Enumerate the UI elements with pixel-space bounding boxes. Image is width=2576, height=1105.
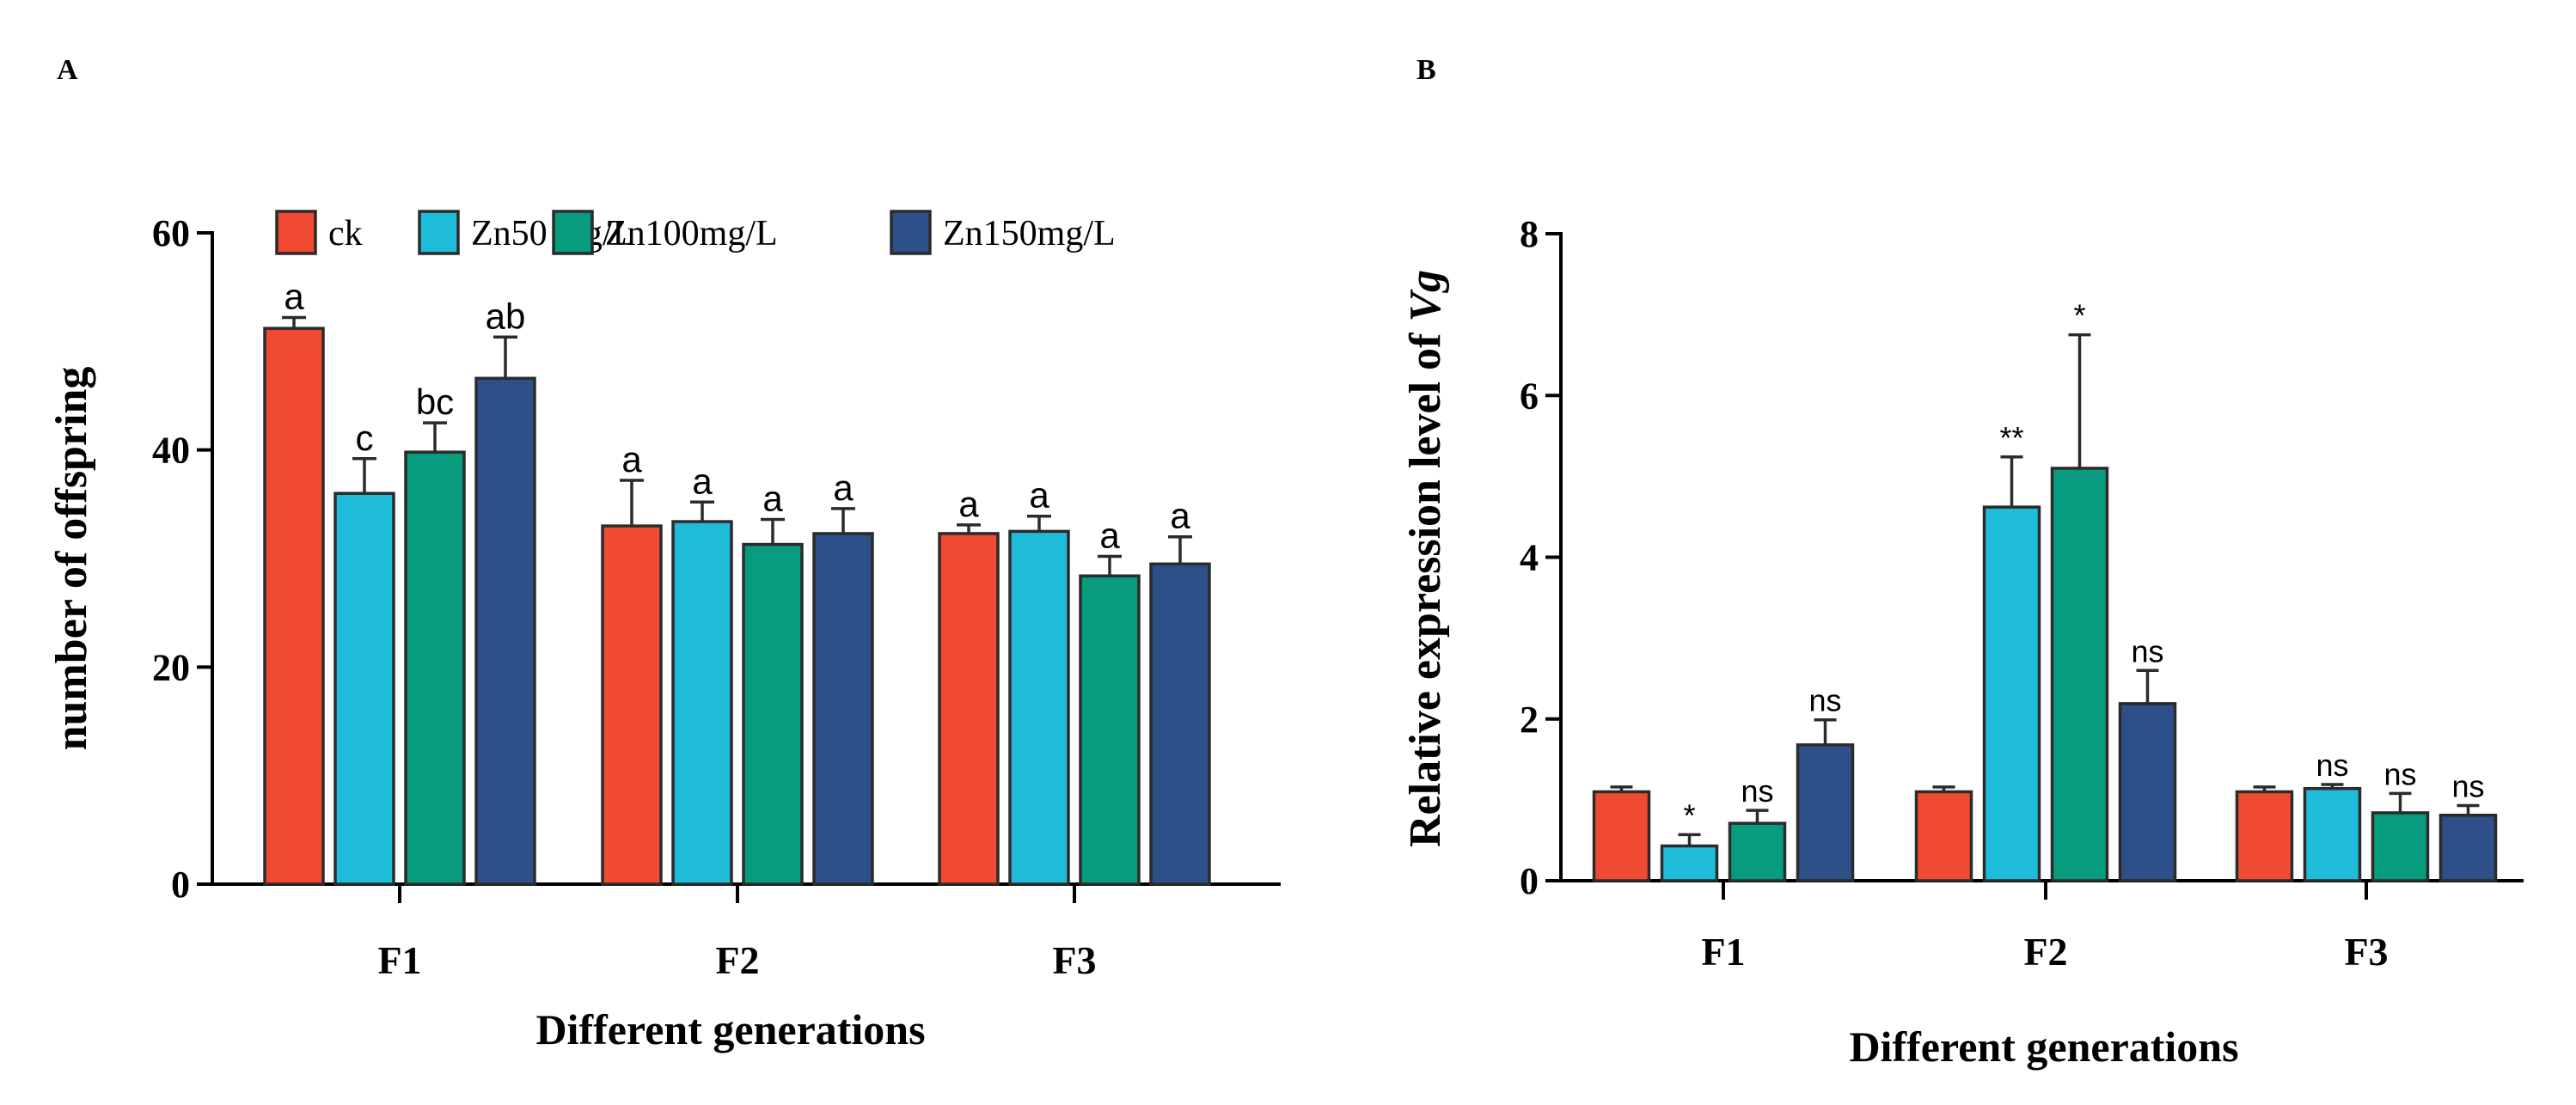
significance-label: a [284, 277, 304, 317]
bar [2371, 811, 2430, 882]
bar [2118, 702, 2177, 882]
legend-label: Zn100mg/L [605, 214, 778, 253]
significance-label: a [621, 439, 642, 479]
bar [2050, 467, 2109, 882]
significance-label: ns [2131, 633, 2163, 668]
y-tick-label: 6 [1520, 375, 1539, 417]
bar [404, 450, 466, 886]
y-tick-label: 40 [152, 430, 190, 472]
legend-swatch [890, 210, 932, 255]
significance-label: ns [2451, 768, 2484, 803]
significance-label: ns [2316, 748, 2348, 783]
significance-label: a [1099, 515, 1120, 555]
significance-label: a [833, 467, 854, 508]
significance-label: ns [1808, 683, 1841, 718]
y-axis-title-prefix: Relative expression level of [1401, 322, 1450, 847]
y-tick-label: 20 [152, 646, 190, 688]
bar [1796, 743, 1855, 882]
bar [2438, 814, 2498, 882]
significance-label: a [692, 461, 713, 501]
x-axis-title: Different generations [535, 1005, 925, 1053]
significance-label: ab [486, 296, 526, 336]
bar [1008, 529, 1070, 886]
x-axis-title: Different generations [1849, 1023, 2238, 1071]
x-tick-label: F3 [1052, 938, 1096, 982]
y-axis-title-gene: Vg [1401, 270, 1450, 322]
significance-label: c [356, 418, 374, 458]
x-tick-label: F1 [377, 938, 421, 982]
panel-a-chart: 0 20 40 60 F1 a c bc ab F2 a a a a F3 a a a a Different gen… [47, 210, 1281, 1053]
x-tick-label: F2 [715, 938, 759, 982]
legend-swatch [275, 210, 317, 255]
bar [742, 542, 804, 886]
significance-label: a [762, 479, 783, 519]
significance-label: ** [1999, 420, 2023, 455]
y-axis-title: number of offspring [47, 367, 96, 751]
significance-label: ns [1741, 773, 1773, 809]
bar [1149, 562, 1211, 886]
bar [2303, 786, 2362, 882]
significance-label: a [1029, 475, 1049, 516]
significance-label: a [1170, 496, 1190, 536]
bar [1079, 574, 1141, 886]
x-tick-label: F2 [2023, 930, 2067, 974]
legend-label: Zn150mg/L [943, 214, 1116, 253]
significance-label: * [2073, 298, 2085, 333]
bar [333, 491, 395, 886]
y-tick-label: 4 [1520, 537, 1539, 579]
significance-label: a [958, 484, 979, 524]
bar [938, 532, 1000, 886]
y-tick-label: 60 [152, 212, 190, 254]
x-tick-label: F1 [1701, 930, 1745, 974]
legend-label: ck [328, 214, 363, 253]
y-tick-label: 0 [171, 864, 190, 906]
bar [474, 376, 536, 886]
bar [1592, 790, 1651, 882]
bar [671, 520, 733, 886]
bar [601, 524, 663, 886]
bar [1660, 844, 1719, 882]
significance-label: bc [416, 382, 454, 422]
significance-label: ns [2383, 756, 2416, 791]
bar [1728, 821, 1787, 882]
legend-swatch [418, 210, 460, 255]
bar [1914, 790, 1973, 882]
legend-swatch [552, 210, 594, 255]
bar [812, 532, 874, 886]
significance-label: * [1683, 797, 1695, 833]
bar [2235, 790, 2294, 882]
panel-a-letter: A [57, 54, 78, 86]
bar [1982, 505, 2041, 882]
y-axis-title: Relative expression level of Vg [1401, 270, 1450, 847]
y-tick-label: 2 [1520, 699, 1539, 741]
panel-b-letter: B [1416, 54, 1436, 86]
y-tick-label: 8 [1520, 213, 1539, 255]
x-tick-label: F3 [2344, 930, 2388, 974]
bar [263, 327, 325, 886]
y-tick-label: 0 [1520, 860, 1539, 902]
